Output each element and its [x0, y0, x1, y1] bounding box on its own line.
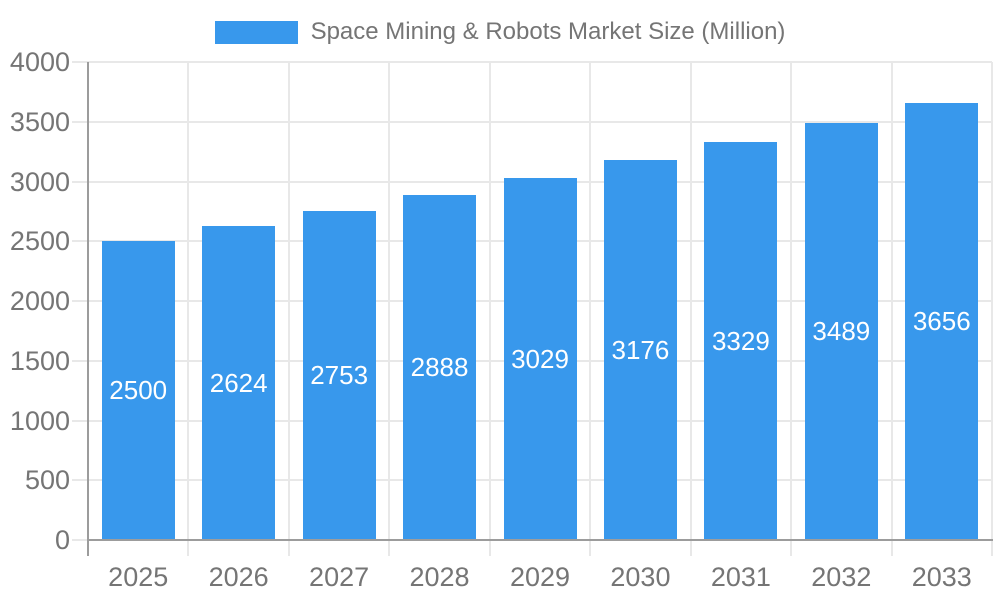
y-gridline	[88, 120, 992, 123]
x-gridline	[991, 62, 993, 540]
y-tick	[72, 180, 88, 183]
bar[interactable]: 2753	[302, 211, 376, 540]
x-gridline	[388, 62, 391, 540]
y-axis-label: 1000	[9, 405, 70, 436]
bar-value-label: 3176	[611, 334, 670, 365]
x-axis-label: 2028	[409, 562, 470, 592]
bar-value-label: 3329	[711, 325, 770, 356]
bar[interactable]: 2888	[403, 194, 477, 540]
x-axis-label: 2027	[309, 562, 370, 592]
x-tick	[388, 540, 391, 556]
y-gridline	[88, 61, 992, 63]
x-axis-label: 2030	[610, 562, 671, 592]
bar[interactable]: 3329	[704, 142, 778, 540]
bar[interactable]: 3489	[804, 123, 878, 540]
x-gridline	[790, 62, 793, 540]
legend-swatch	[214, 20, 298, 44]
x-tick	[488, 540, 491, 556]
x-gridline	[890, 62, 893, 540]
y-axis-label: 0	[54, 525, 70, 555]
y-tick	[72, 539, 88, 541]
y-tick	[72, 61, 88, 63]
y-axis-label: 1500	[9, 345, 70, 376]
bar-value-label: 2888	[410, 351, 469, 382]
y-tick	[72, 359, 88, 362]
x-tick	[589, 540, 592, 556]
bar[interactable]: 2500	[101, 241, 175, 540]
y-axis-label: 3500	[9, 106, 70, 137]
x-axis-label: 2026	[208, 562, 269, 592]
y-tick	[72, 479, 88, 482]
x-tick	[187, 540, 190, 556]
x-axis-label: 2025	[108, 562, 169, 592]
x-axis-line	[87, 539, 993, 541]
y-tick	[72, 419, 88, 422]
legend[interactable]: Space Mining & Robots Market Size (Milli…	[0, 9, 1000, 55]
x-gridline	[488, 62, 491, 540]
x-tick	[689, 540, 692, 556]
y-axis-label: 500	[24, 465, 70, 496]
y-tick	[72, 240, 88, 243]
x-tick	[991, 540, 993, 556]
bar-value-label: 2500	[109, 375, 168, 406]
bar-value-label: 3029	[511, 343, 569, 374]
bar-value-label: 3489	[812, 316, 871, 347]
x-axis-label: 2033	[911, 562, 972, 592]
y-axis-label: 3000	[9, 166, 70, 197]
x-gridline	[287, 62, 290, 540]
x-tick	[890, 540, 893, 556]
y-tick	[72, 300, 88, 302]
bar[interactable]: 2624	[202, 226, 276, 540]
legend-label: Space Mining & Robots Market Size (Milli…	[310, 18, 786, 45]
y-axis-label: 2000	[9, 286, 70, 316]
x-gridline	[589, 62, 592, 540]
y-tick	[72, 120, 88, 123]
bar[interactable]: 3176	[603, 160, 677, 540]
y-axis-label: 2500	[9, 226, 70, 257]
y-axis-label: 4000	[9, 47, 70, 77]
x-tick	[790, 540, 793, 556]
bar-value-label: 2753	[310, 360, 369, 390]
x-axis-label: 2029	[509, 562, 571, 592]
bar-value-label: 2624	[209, 367, 268, 398]
bar-value-label: 3656	[912, 306, 971, 337]
bar[interactable]: 3656	[905, 103, 979, 540]
x-gridline	[689, 62, 692, 540]
y-axis-line	[87, 62, 89, 556]
x-tick	[287, 540, 290, 556]
x-axis-label: 2031	[710, 562, 771, 592]
x-axis-label: 2032	[811, 562, 872, 592]
bar[interactable]: 3029	[503, 178, 577, 540]
x-gridline	[187, 62, 190, 540]
